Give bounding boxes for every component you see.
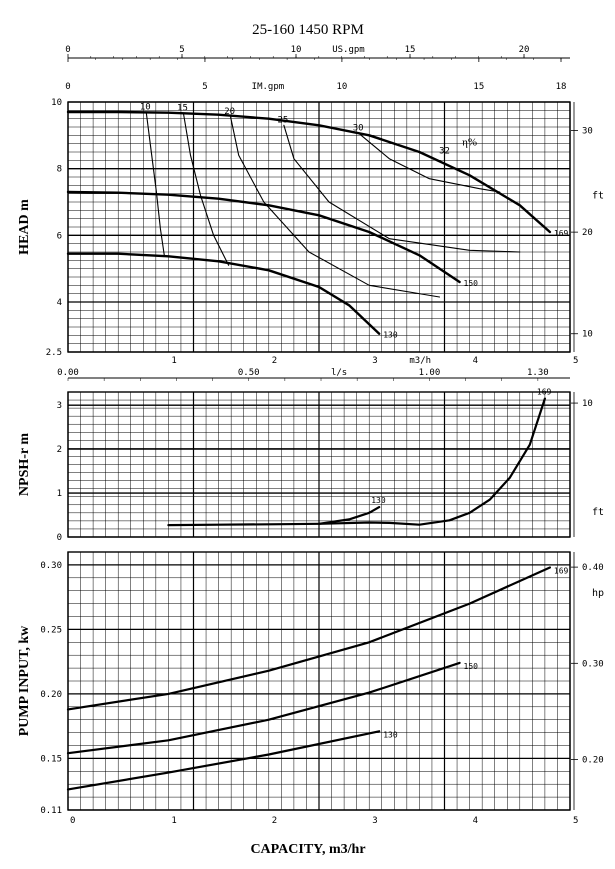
us-gpm-tick-label: 15: [405, 45, 416, 55]
curve-layer: [66, 110, 552, 791]
efficiency-curve-30: [358, 133, 501, 193]
power-x-tick-label: 5: [573, 816, 578, 826]
power-y-tick-label: 0.30: [40, 561, 62, 571]
head-x-tick-label: 2: [272, 356, 277, 366]
ls-tick-label: 0.50: [238, 368, 260, 378]
im-gpm-tick-label: 10: [336, 82, 347, 92]
power-right-tick-label: 0.40: [582, 563, 604, 573]
im-gpm-tick-label: 15: [473, 82, 484, 92]
us-gpm-tick-label: 0: [65, 45, 70, 55]
head-x-tick-label: 4: [473, 356, 478, 366]
head-right-tick-label: 30: [582, 127, 593, 137]
power-curve-150: [66, 661, 461, 755]
efficiency-label-20: 20: [224, 107, 235, 117]
head-y-tick-label: 2.5: [46, 348, 62, 358]
power-x-tick-label: 0: [70, 816, 75, 826]
power-frame: [67, 551, 571, 811]
power-y-tick-label: 0.15: [40, 754, 62, 764]
head-y-axis-title: HEAD m: [17, 199, 32, 255]
power-right-tick-label: 0.20: [582, 756, 604, 766]
npsh-curve-label-130: 130: [371, 496, 386, 505]
ls-tick-label: 1.00: [419, 368, 441, 378]
tick-layer: [67, 54, 578, 810]
ls-tick-label: 1.30: [527, 368, 549, 378]
head-x-unit-label: m3/h: [409, 356, 431, 366]
chart-title: 25-160 1450 RPM: [252, 22, 364, 38]
efficiency-label-10: 10: [140, 103, 151, 113]
power-curve-label-150: 150: [464, 662, 479, 671]
power-x-tick-label: 1: [171, 816, 176, 826]
efficiency-curve-15: [182, 113, 230, 266]
us-gpm-tick-label: 20: [519, 45, 530, 55]
us-gpm-label: US.gpm: [332, 45, 365, 55]
im-gpm-tick-label: 0: [65, 82, 70, 92]
im-gpm-label: IM.gpm: [252, 82, 285, 92]
power-x-tick-label: 4: [473, 816, 478, 826]
power-curve-169: [66, 566, 551, 711]
power-y-tick-label: 0.25: [40, 625, 62, 635]
npsh-y-axis-title: NPSH-r m: [17, 433, 32, 496]
efficiency-eta-label: η%: [462, 136, 477, 148]
power-right-tick-label: 0.30: [582, 659, 604, 669]
npsh-y-tick-label: 2: [57, 445, 62, 455]
head-curve-label-150: 150: [464, 279, 479, 288]
head-y-tick-label: 8: [57, 165, 62, 175]
npsh-right-unit: ft: [592, 507, 604, 518]
power-curve-label-169: 169: [554, 566, 569, 575]
power-right-unit: hp: [592, 588, 604, 599]
head-right-tick-label: 20: [582, 228, 593, 238]
efficiency-label-32: 32: [439, 147, 450, 157]
head-right-unit: ft: [592, 191, 604, 202]
head-x-tick-label: 5: [573, 356, 578, 366]
efficiency-label-15: 15: [177, 104, 188, 114]
npsh-y-tick-label: 1: [57, 489, 62, 499]
power-x-tick-label: 2: [272, 816, 277, 826]
power-curve-130: [66, 730, 381, 791]
efficiency-label-25: 25: [277, 115, 288, 125]
power-y-tick-label: 0.20: [40, 690, 62, 700]
head-y-tick-label: 4: [57, 298, 62, 308]
us-gpm-tick-label: 10: [291, 45, 302, 55]
power-curve-label-130: 130: [383, 730, 398, 739]
head-curve-130: [66, 252, 381, 335]
head-curve-150: [66, 190, 461, 284]
npsh-y-tick-label: 0: [57, 533, 62, 543]
npsh-curve-130: [317, 506, 381, 525]
ls-unit-label: l/s: [331, 368, 347, 378]
head-curve-label-169: 169: [554, 229, 569, 238]
head-right-tick-label: 10: [582, 330, 593, 340]
head-x-tick-label: 1: [171, 356, 176, 366]
npsh-curve-label-169: 169: [537, 388, 552, 397]
im-gpm-tick-label: 5: [202, 82, 207, 92]
power-x-tick-label: 3: [372, 816, 377, 826]
grid-layer: [67, 101, 571, 811]
head-curve-169: [66, 110, 552, 234]
x-axis-title: CAPACITY, m3/hr: [250, 842, 365, 857]
head-curve-label-130: 130: [383, 331, 398, 340]
npsh-curve-169: [167, 397, 546, 527]
us-gpm-tick-label: 5: [179, 45, 184, 55]
npsh-y-tick-label: 3: [57, 401, 62, 411]
power-y-axis-title: PUMP INPUT, kw: [17, 625, 32, 736]
npsh-right-tick-label: 10: [582, 399, 593, 409]
ls-tick-label: 0.00: [57, 368, 79, 378]
head-y-tick-label: 10: [51, 98, 62, 108]
head-y-tick-label: 6: [57, 231, 62, 241]
efficiency-curve-25: [283, 124, 521, 253]
head-x-tick-label: 3: [372, 356, 377, 366]
efficiency-curve-20: [230, 116, 441, 298]
npsh-frame: [67, 391, 571, 538]
im-gpm-tick-label: 18: [556, 82, 567, 92]
head-frame: [67, 101, 571, 353]
efficiency-label-30: 30: [353, 124, 364, 134]
efficiency-curve-10: [145, 112, 165, 257]
power-y-tick-label: 0.11: [40, 806, 62, 816]
